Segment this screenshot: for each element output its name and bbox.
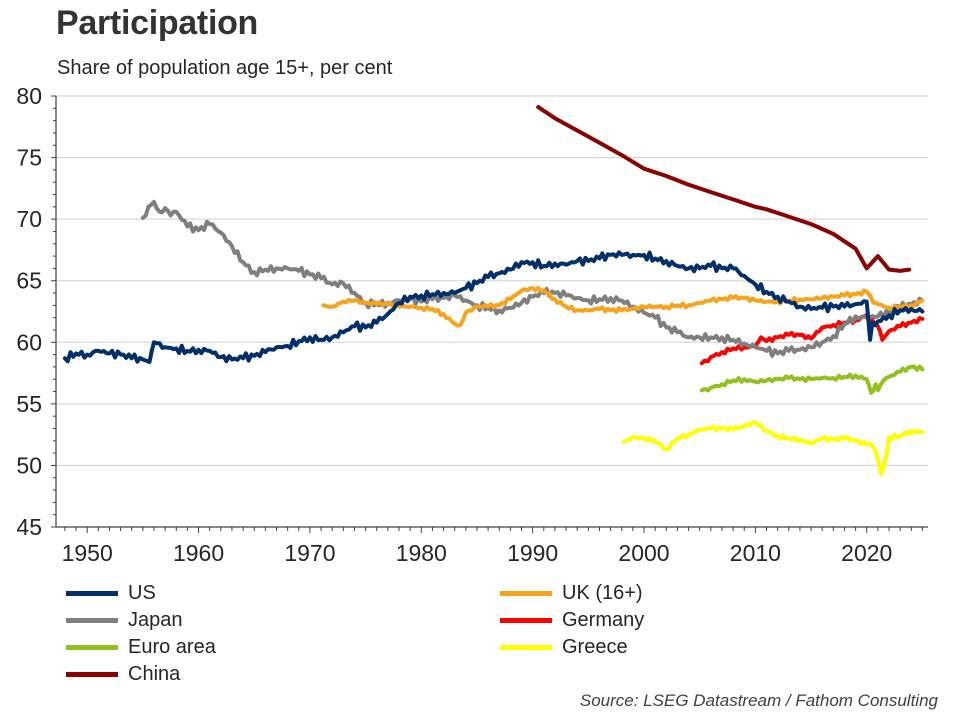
x-tick-label: 1970 xyxy=(284,540,335,566)
series-line-greece xyxy=(622,420,925,476)
y-tick-label: 45 xyxy=(16,514,42,540)
axes xyxy=(51,95,928,533)
series-line-germany xyxy=(699,313,925,366)
y-tick-label: 60 xyxy=(16,329,42,355)
y-tick-label: 80 xyxy=(16,83,42,109)
y-tick-label: 70 xyxy=(16,206,42,232)
x-tick-label: 1980 xyxy=(396,540,447,566)
x-tick-label: 2020 xyxy=(841,540,892,566)
y-tick-label: 75 xyxy=(16,145,42,171)
chart-subtitle: Share of population age 15+, per cent xyxy=(57,57,393,79)
tick-labels: 45 50 55 60 65 70 75 80 1950 1960 1970 1980 1990 2000… xyxy=(16,83,892,566)
series-line-us xyxy=(62,250,925,364)
chart-title: Participation xyxy=(56,4,259,42)
series-line-euro-area xyxy=(699,364,925,395)
x-tick-label: 2010 xyxy=(730,540,781,566)
y-tick-label: 50 xyxy=(16,452,42,478)
x-tick-label: 1960 xyxy=(173,540,224,566)
y-tick-label: 65 xyxy=(16,268,42,294)
x-tick-label: 2000 xyxy=(618,540,669,566)
source-note: Source: LSEG Datastream / Fathom Consult… xyxy=(579,691,938,710)
y-tick-label: 55 xyxy=(16,391,42,417)
series-line-japan xyxy=(140,199,925,358)
series-line-uk-16 xyxy=(321,285,925,328)
series-line-china xyxy=(536,105,912,273)
x-tick-label: 1990 xyxy=(507,540,558,566)
series-group xyxy=(62,105,925,476)
x-tick-label: 1950 xyxy=(62,540,113,566)
gridlines xyxy=(56,95,928,466)
